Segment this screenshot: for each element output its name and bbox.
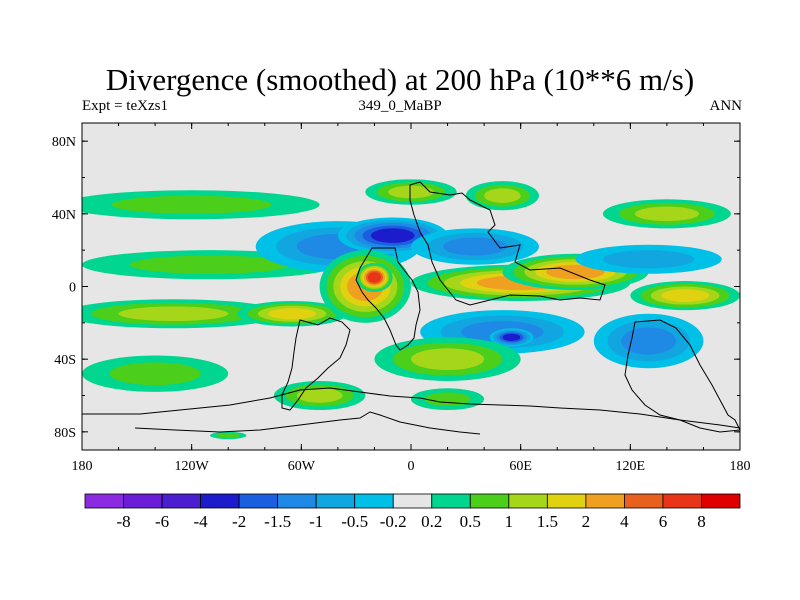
y-tick-label-4: 80S	[54, 426, 76, 441]
field-blob-19-level-1	[602, 250, 695, 269]
colorbar-label-1: -6	[155, 512, 169, 531]
coastline-antarctica-inner	[134, 411, 481, 435]
x-tick-label-5: 120E	[616, 459, 646, 474]
x-tick-label-0: 180	[72, 459, 93, 474]
colorbar-box-14	[624, 493, 664, 509]
colorbar-label-8: 0.2	[421, 512, 442, 531]
coastline-antarctica	[82, 387, 740, 429]
colorbar-box-4	[238, 493, 279, 509]
coastline-australia	[624, 319, 740, 433]
field-blob-2-level-2	[118, 306, 229, 322]
colorbar-label-11: 1.5	[537, 512, 558, 531]
field-blob-6-level-4	[370, 228, 415, 243]
colorbar-box-7	[354, 493, 394, 509]
field-blob-0-level-1	[111, 195, 272, 214]
colorbar-box-16	[701, 493, 741, 509]
colorbar-label-6: -0.5	[341, 512, 368, 531]
colorbar-label-15: 8	[697, 512, 706, 531]
coastline-eurasia	[409, 181, 606, 306]
field-blob-10-level-2	[484, 188, 521, 203]
colorbar-box-3	[200, 493, 240, 509]
colorbar-box-8	[392, 493, 433, 509]
x-axis: 180 120W 60W 0 60E 120E 180	[72, 123, 751, 474]
field-blob-18-level-3	[661, 289, 710, 302]
x-tick-label-2: 60W	[288, 459, 316, 474]
colorbar-label-3: -2	[232, 512, 246, 531]
colorbar-box-5	[277, 493, 317, 509]
colorbar-label-12: 2	[582, 512, 591, 531]
y-tick-label-1: 40N	[52, 208, 76, 223]
field-blob-23-level-1	[216, 433, 240, 438]
colorbar: -8 -6 -4 -2 -1.5 -1 -0.5 -0.2 0.2 0.5 1 1.5 2 4 6 8	[84, 493, 741, 531]
field-blob-3-level-1	[109, 362, 201, 386]
colorbar-box-1	[123, 493, 163, 509]
coastline-south-america	[281, 317, 351, 411]
field-blob-4-level-3	[268, 308, 317, 320]
x-tick-label-3: 0	[408, 459, 415, 474]
colorbar-box-10	[469, 493, 510, 509]
field-blob-22-level-1	[424, 392, 471, 406]
colorbar-box-11	[508, 493, 548, 509]
field-blob-9-level-2	[388, 185, 434, 199]
colorbar-label-4: -1.5	[264, 512, 291, 531]
y-tick-label-2: 0	[69, 281, 76, 296]
colorbar-box-9	[431, 493, 471, 509]
colorbar-label-9: 0.5	[460, 512, 481, 531]
colorbar-label-13: 4	[620, 512, 629, 531]
x-tick-label-1: 120W	[175, 459, 210, 474]
x-tick-label-4: 60E	[509, 459, 532, 474]
colorbar-label-10: 1	[505, 512, 514, 531]
x-tick-label-6: 180	[730, 459, 751, 474]
field-blob-20-level-2	[634, 206, 699, 222]
colorbar-label-14: 6	[659, 512, 668, 531]
field-blob-17-level-2	[621, 327, 677, 355]
coastline-africa	[355, 247, 421, 351]
y-tick-label-0: 80N	[52, 135, 76, 150]
field-blob-1-level-1	[129, 255, 290, 274]
colorbar-box-0	[84, 493, 124, 509]
field-blob-16-level-2	[411, 348, 485, 371]
y-axis: 80N 40N 0 40S 80S	[52, 135, 740, 441]
coastlines	[82, 181, 740, 435]
season-label: ANN	[709, 98, 743, 114]
colorbar-box-15	[662, 493, 702, 509]
field-blob-11-level-2	[442, 237, 507, 256]
colorbar-label-2: -4	[194, 512, 209, 531]
field-blob-15-level-4	[502, 333, 521, 341]
colorbar-label-7: -0.2	[380, 512, 407, 531]
experiment-label: Expt = teXzs1	[82, 98, 168, 114]
colorbar-box-13	[585, 493, 625, 509]
field-blob-21-level-2	[296, 388, 343, 403]
colorbar-label-0: -8	[116, 512, 130, 531]
colorbar-box-2	[161, 493, 201, 509]
colorbar-box-6	[315, 493, 356, 509]
y-tick-label-3: 40S	[54, 353, 76, 368]
chart-title: Divergence (smoothed) at 200 hPa (10**6 …	[105, 62, 695, 97]
colorbar-box-12	[546, 493, 587, 509]
colorbar-label-5: -1	[309, 512, 323, 531]
field-blob-8-level-6	[367, 272, 381, 283]
map-background	[82, 123, 740, 450]
case-label: 349_0_MaBP	[358, 98, 442, 114]
divergence-field	[82, 179, 740, 440]
